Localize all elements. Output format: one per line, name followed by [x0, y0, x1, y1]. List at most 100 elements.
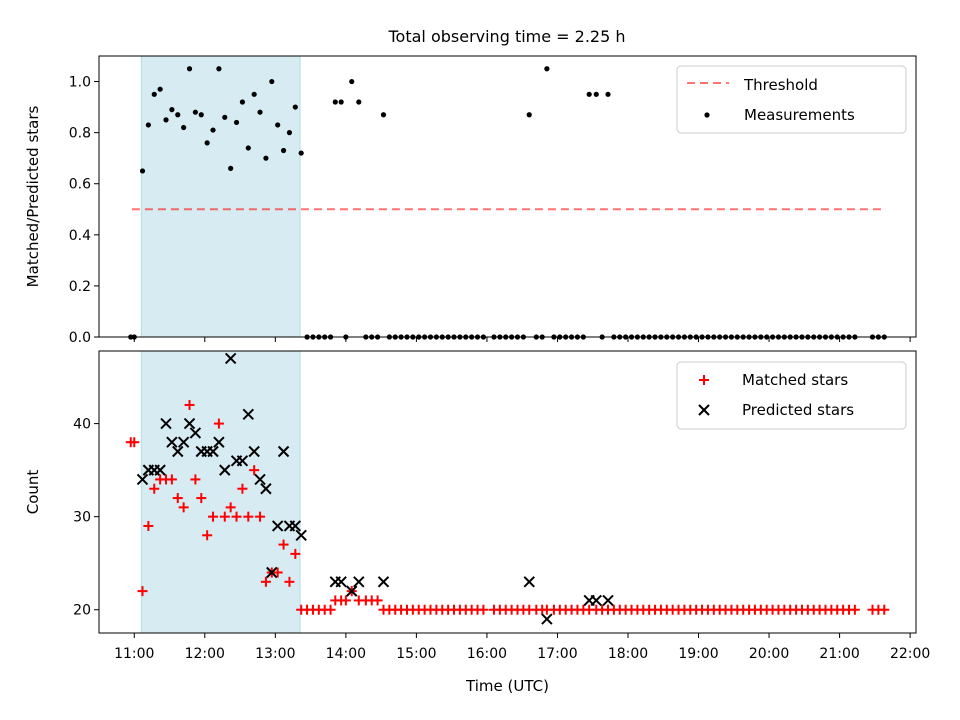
measurement-point — [151, 91, 157, 97]
matched-star-point — [143, 520, 154, 531]
cross-stroke — [207, 445, 219, 458]
legend — [676, 361, 907, 430]
measurement-point — [275, 122, 281, 128]
measurement-point — [526, 112, 532, 118]
measurement-point — [544, 66, 550, 72]
measurement-point — [239, 99, 246, 105]
y-axis-label: Count — [24, 470, 42, 515]
cross-stroke — [136, 473, 149, 486]
axes-frame — [98, 350, 917, 634]
predicted-star-point — [295, 529, 307, 541]
measurement-point — [251, 91, 257, 97]
cross-stroke — [177, 436, 190, 448]
measurement-point — [586, 91, 592, 97]
measurement-point — [157, 86, 163, 92]
matched-star-point — [260, 576, 271, 587]
cross-stroke — [248, 445, 260, 458]
x-axis-label: Time (UTC) — [465, 677, 549, 695]
measurement-point — [356, 99, 362, 105]
cross-stroke — [154, 464, 166, 476]
cross-stroke — [183, 417, 196, 430]
cross-stroke — [602, 594, 614, 607]
measurement-point — [198, 112, 204, 118]
measurement-point — [286, 130, 293, 136]
cross-stroke — [219, 464, 231, 476]
predicted-star-point — [177, 436, 190, 448]
y-tick-label: 30 — [73, 510, 91, 526]
cross-stroke — [166, 436, 178, 448]
measurement-point — [269, 78, 275, 85]
measurement-point — [245, 145, 251, 151]
matched-star-point — [172, 493, 183, 504]
cross-stroke — [260, 483, 272, 495]
measurement-point — [139, 168, 146, 174]
cross-stroke — [277, 445, 290, 458]
matched-star-point — [272, 567, 283, 578]
predicted-star-point — [242, 408, 255, 420]
matched-star-point — [129, 437, 140, 448]
matched-star-point — [255, 511, 266, 522]
cross-stroke — [266, 566, 278, 579]
predicted-star-point — [541, 613, 553, 625]
legend-measurements-swatch — [704, 112, 710, 118]
cross-stroke — [541, 613, 553, 625]
cross-stroke — [523, 576, 535, 588]
counts-panel: 20 30 40 11:00 12:00 13:00 14:00 15:00 16:00 17:0… — [24, 350, 930, 695]
predicted-star-point — [166, 436, 178, 448]
measurement-point — [380, 112, 387, 118]
predicted-star-point — [224, 352, 237, 365]
matched-star-point — [184, 399, 195, 410]
y-tick-label: 0.8 — [69, 126, 91, 142]
matched-star-point — [284, 576, 295, 587]
matched-star-point — [278, 539, 289, 550]
cross-stroke — [271, 520, 284, 532]
measurement-point — [280, 147, 287, 154]
measurement-point — [292, 104, 298, 110]
measurement-point — [298, 150, 304, 156]
matched-star-point — [243, 511, 254, 522]
predicted-star-point — [236, 455, 249, 467]
y-tick-label: 0.4 — [69, 228, 91, 244]
predicted-star-point — [207, 445, 219, 458]
cross-stroke — [346, 585, 358, 597]
axes-frame — [98, 55, 917, 338]
cross-stroke — [353, 576, 365, 588]
x-tick-label: 11:00 — [114, 646, 154, 662]
y-tick-label: 0.2 — [69, 279, 91, 295]
predicted-star-point — [248, 445, 260, 458]
cross-stroke — [295, 529, 307, 541]
predicted-star-point — [189, 427, 202, 439]
measurement-point — [192, 109, 198, 115]
x-tick-label: 19:00 — [678, 646, 718, 662]
y-tick-label: 20 — [73, 603, 91, 619]
x-tick-label: 15:00 — [396, 646, 436, 662]
chart-title: Total observing time = 2.25 h — [387, 27, 625, 46]
matched-star-point — [849, 604, 860, 615]
measurement-point — [257, 109, 263, 115]
predicted-star-point — [590, 594, 602, 607]
predicted-star-point — [213, 436, 225, 448]
matched-star-point — [340, 595, 351, 606]
measurement-point — [593, 91, 599, 97]
predicted-star-point — [271, 520, 284, 532]
measurement-point — [169, 107, 175, 113]
measurement-point — [210, 127, 216, 133]
cross-stroke — [189, 427, 202, 439]
cross-stroke — [289, 520, 302, 532]
measurement-point — [181, 124, 187, 131]
predicted-star-point — [160, 417, 172, 430]
matched-star-point — [237, 483, 248, 494]
predicted-star-point — [353, 576, 365, 588]
legend-threshold-label: Threshold — [743, 76, 818, 94]
x-tick-label: 12:00 — [185, 646, 225, 662]
legend — [676, 65, 907, 134]
cross-stroke — [236, 455, 249, 467]
y-tick-label: 0.6 — [69, 177, 91, 193]
measurement-point — [145, 122, 151, 128]
predicted-star-point — [346, 585, 358, 597]
y-tick-label: 40 — [73, 417, 91, 433]
matched-star-point — [213, 418, 224, 429]
matched-star-point — [478, 604, 489, 615]
measurement-point — [605, 91, 611, 97]
matched-star-point — [219, 511, 230, 522]
